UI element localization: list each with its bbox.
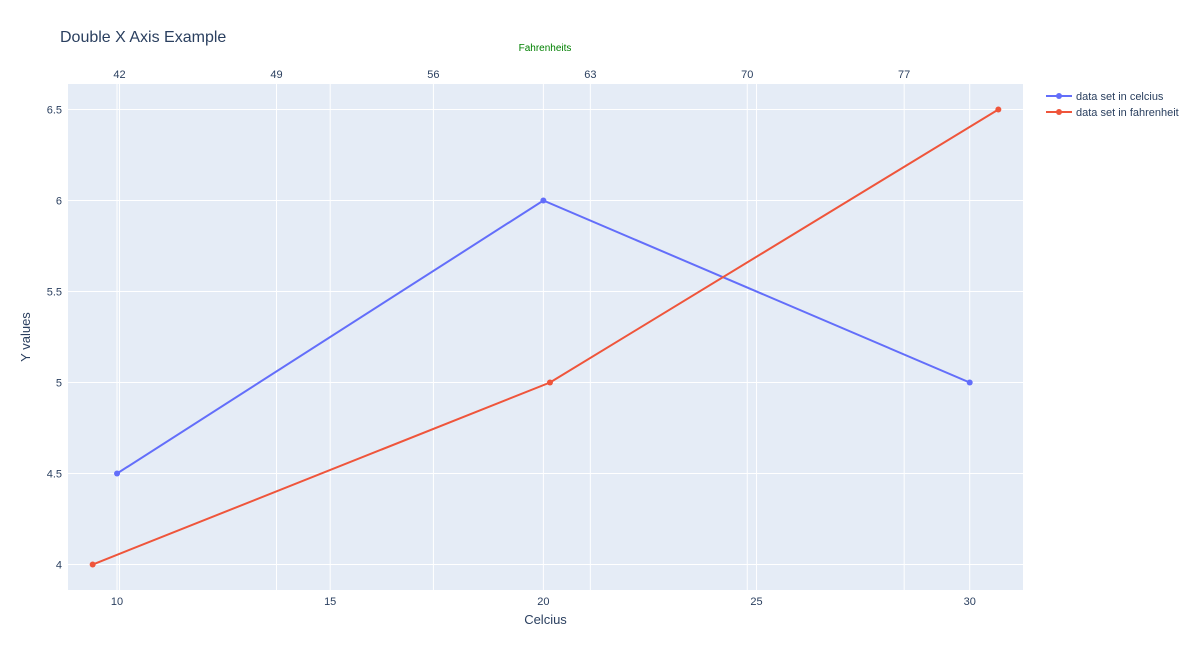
y-tick-label: 5.5 bbox=[47, 286, 62, 298]
chart-title: Double X Axis Example bbox=[60, 29, 226, 46]
series-point-2[interactable] bbox=[546, 379, 553, 386]
x-tick-label-bottom: 30 bbox=[964, 596, 976, 608]
series-point-1[interactable] bbox=[966, 379, 973, 386]
x-tick-label-bottom: 20 bbox=[537, 596, 549, 608]
series-point-2[interactable] bbox=[89, 561, 96, 568]
y-tick-label: 4.5 bbox=[47, 469, 62, 481]
y-tick-label: 6 bbox=[56, 195, 62, 207]
y-tick-label: 4 bbox=[56, 560, 62, 572]
x-axis-title-top: Fahrenheits bbox=[519, 43, 572, 54]
plot-background bbox=[68, 84, 1023, 590]
legend-item-label[interactable]: data set in celcius bbox=[1076, 91, 1164, 103]
series-layer bbox=[89, 106, 1002, 568]
x-tick-label-top: 70 bbox=[741, 69, 753, 81]
y-tick-label: 5 bbox=[56, 378, 62, 390]
legend-swatch-marker[interactable] bbox=[1056, 109, 1062, 115]
x-tick-label-bottom: 25 bbox=[750, 596, 762, 608]
series-point-1[interactable] bbox=[540, 197, 547, 204]
x-tick-label-bottom: 15 bbox=[324, 596, 336, 608]
y-tick-label: 6.5 bbox=[47, 104, 62, 116]
legend: data set in celcius data set in fahrenhei… bbox=[1046, 91, 1179, 119]
x-tick-label-top: 63 bbox=[584, 69, 596, 81]
x-tick-label-top: 49 bbox=[270, 69, 282, 81]
tick-layer: 4 4.5 5 5.5 6 6.5 10 15 20 25 30 42 49 56 63 70 77 bbox=[47, 69, 976, 608]
y-axis-title: Y values bbox=[18, 312, 33, 362]
x-tick-label-top: 42 bbox=[113, 69, 125, 81]
x-tick-label-top: 56 bbox=[427, 69, 439, 81]
legend-swatch-marker[interactable] bbox=[1056, 93, 1062, 99]
legend-item-label[interactable]: data set in fahrenheit bbox=[1076, 107, 1179, 119]
series-point-1[interactable] bbox=[114, 470, 121, 477]
series-point-2[interactable] bbox=[995, 106, 1002, 113]
x-tick-label-top: 77 bbox=[898, 69, 910, 81]
x-axis-title-bottom: Celcius bbox=[524, 612, 567, 627]
x-tick-label-bottom: 10 bbox=[111, 596, 123, 608]
